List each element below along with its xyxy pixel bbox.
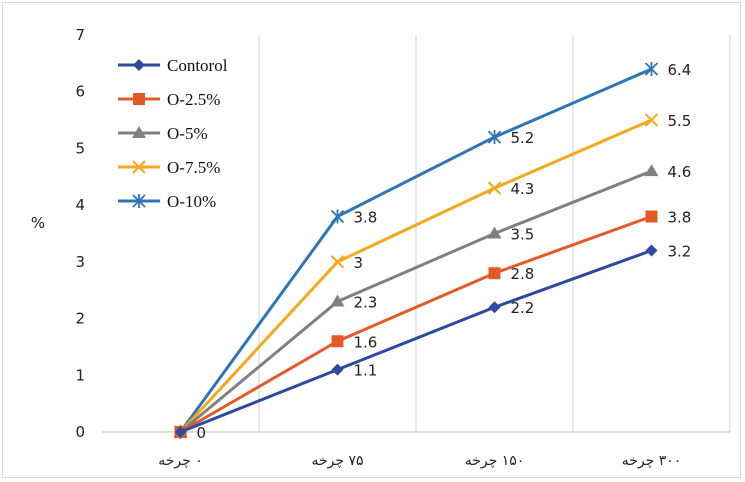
- data-label: 5.5: [668, 112, 692, 130]
- data-label: 2.8: [511, 265, 535, 283]
- data-label: 1.1: [354, 362, 378, 380]
- y-axis-label: %: [31, 214, 45, 232]
- square-marker: [133, 93, 145, 105]
- y-tick-label: 3: [75, 253, 85, 271]
- data-label: 4.6: [668, 163, 692, 181]
- x-marker: [644, 113, 659, 127]
- chart-frame: [2, 2, 741, 478]
- x-tick-label: ۱۵۰ چرخه: [465, 453, 525, 469]
- series-line: [179, 67, 653, 433]
- x-marker-stroke: [644, 113, 659, 127]
- data-label: 1.6: [354, 333, 378, 351]
- star-marker: [330, 209, 345, 224]
- legend-entry: O-7.5%: [118, 158, 220, 177]
- data-label: 3.2: [668, 243, 692, 261]
- data-label: 4.3: [511, 180, 535, 198]
- legend-label: O-10%: [167, 192, 216, 211]
- series-Contorol: [174, 244, 658, 438]
- data-labels: 0 1.1 2.2 3.2 1.6 2.8 3.8 2.3 3.5 4.6 3 4.3 5.5 3.8 5.…: [197, 61, 692, 442]
- series-line: [179, 215, 653, 434]
- diamond-marker: [331, 363, 344, 376]
- legend-entry: O-10%: [118, 192, 216, 211]
- triangle-marker: [644, 164, 659, 177]
- x-tick-label: ۳۰۰ چرخه: [622, 453, 682, 469]
- series-group: [173, 62, 659, 439]
- y-tick-label: 2: [75, 310, 85, 328]
- legend-label: O-7.5%: [167, 158, 220, 177]
- y-tick-label: 5: [75, 139, 85, 157]
- data-label: 2.3: [354, 294, 378, 312]
- x-tick-label: ۰ چرخه: [158, 453, 203, 469]
- series-line: [179, 118, 653, 434]
- legend-entry: O-5%: [118, 124, 208, 143]
- triangle-marker: [330, 294, 345, 307]
- x-marker-stroke: [132, 160, 146, 174]
- diamond-marker: [174, 426, 187, 438]
- star-marker: [644, 62, 659, 77]
- square-marker: [488, 267, 501, 280]
- diamond-marker: [488, 301, 501, 314]
- x-marker: [330, 255, 345, 269]
- legend-label: Contorol: [167, 56, 228, 75]
- series-line: [179, 249, 653, 434]
- square-marker: [645, 210, 658, 223]
- axes: 0 1 2 3 4 5 6 7 ۰ چرخه ۷۵ چرخه ۱۵۰ چرخه ۳۰۰ چرخه: [75, 26, 730, 469]
- series-line: [179, 169, 653, 434]
- x-tick-label: ۷۵ چرخه: [311, 453, 363, 469]
- legend-entry: Contorol: [118, 56, 228, 75]
- star-marker: [132, 194, 146, 208]
- data-label: 2.2: [511, 299, 535, 317]
- data-label: 5.2: [511, 129, 535, 147]
- triangle-marker: [487, 226, 502, 239]
- y-tick-label: 4: [75, 196, 85, 214]
- legend-label: O-5%: [167, 124, 208, 143]
- data-label: 0: [197, 424, 207, 442]
- y-tick-label: 0: [75, 423, 85, 441]
- diamond-marker: [133, 59, 145, 71]
- data-label: 6.4: [668, 61, 692, 79]
- legend-label: O-2.5%: [167, 90, 220, 109]
- x-marker: [487, 181, 502, 195]
- y-tick-label: 6: [75, 83, 85, 101]
- data-label: 3.8: [354, 208, 378, 226]
- legend: Contorol O-2.5% O-5% O-7.5% O-10%: [118, 56, 228, 211]
- y-tick-label: 1: [75, 366, 85, 384]
- x-marker: [132, 160, 146, 174]
- data-label: 3.5: [511, 226, 535, 244]
- data-label: 3: [354, 254, 364, 272]
- y-tick-label: 7: [75, 26, 85, 44]
- triangle-marker: [132, 126, 146, 138]
- diamond-marker: [645, 244, 658, 257]
- legend-entry: O-2.5%: [118, 90, 220, 109]
- square-marker: [331, 335, 344, 348]
- data-label: 3.8: [668, 208, 692, 226]
- x-marker-stroke: [487, 181, 502, 195]
- star-marker: [487, 130, 502, 145]
- x-marker-stroke: [330, 255, 345, 269]
